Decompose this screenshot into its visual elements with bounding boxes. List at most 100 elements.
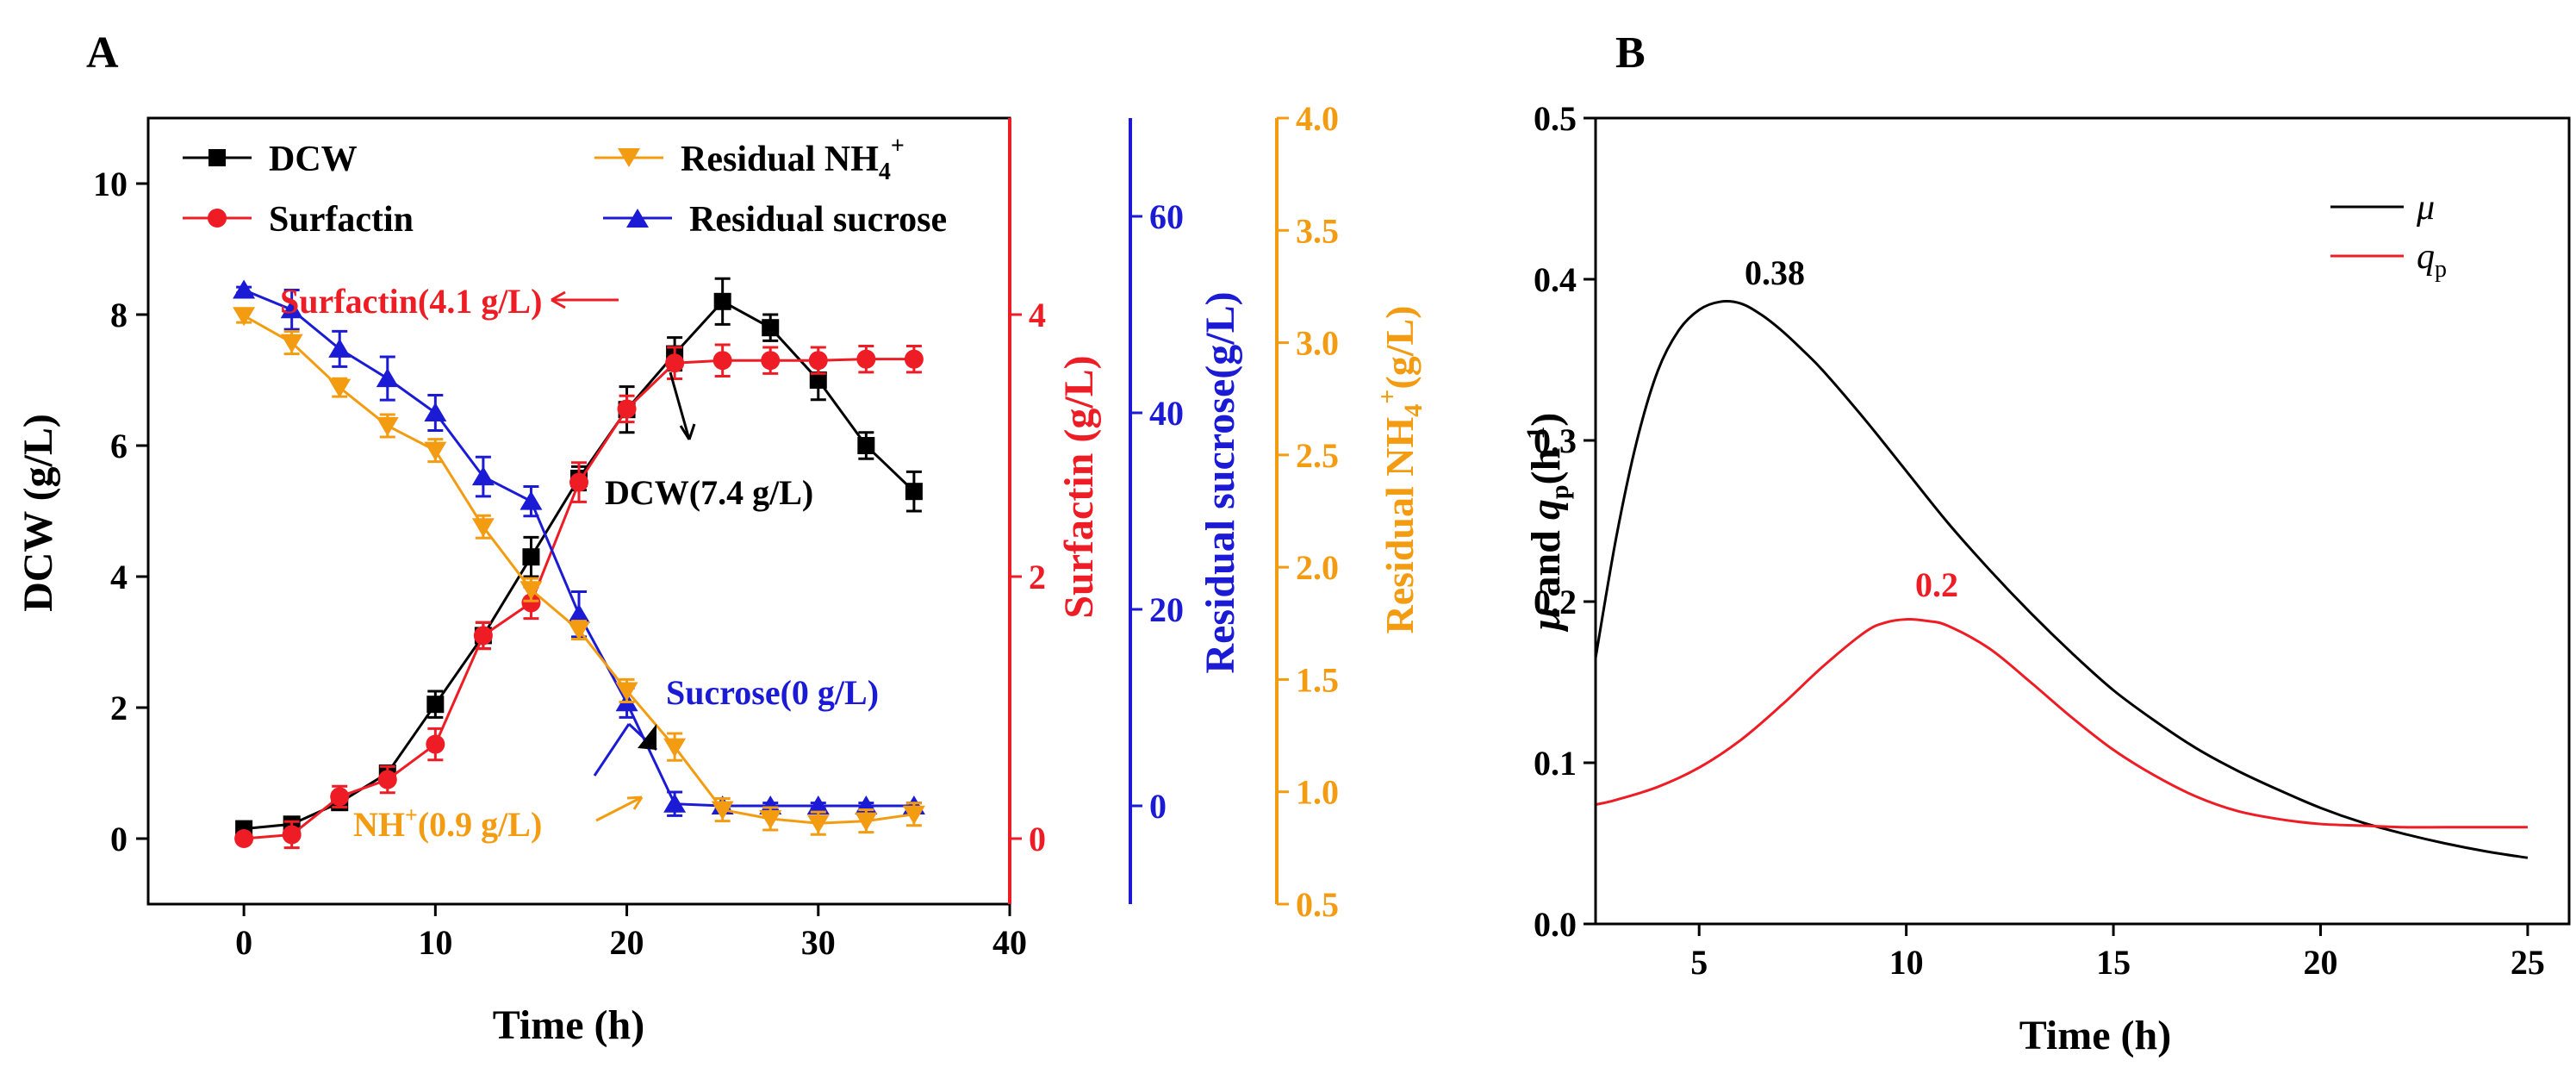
data-point-surfactin [856, 349, 876, 369]
legend-item-mu: μ [2330, 188, 2435, 228]
x-tick-label-a: 40 [992, 923, 1027, 962]
panel-a: 0 10 20 30 40024681002402040600.51.01.52.02.… [16, 99, 1428, 1048]
data-point-residual-sucrose [806, 796, 830, 814]
data-point-surfactin [282, 825, 302, 845]
y-tick-label-nh4: 4.0 [1296, 99, 1339, 138]
y-tick-label-sucrose: 60 [1149, 197, 1184, 236]
data-point-dcw [762, 319, 780, 337]
panel-a-ticks: 0 10 20 30 40024681002402040600.51.01.52.02.… [93, 99, 1339, 962]
x-tick-label-a: 30 [801, 923, 836, 962]
y-axis-title-surfactin: Surfactin (g/L) [1056, 355, 1102, 618]
data-point-residual-sucrose [663, 793, 687, 813]
legend-item-sucrose: Residual sucrose [603, 200, 947, 240]
data-point-dcw [713, 292, 731, 310]
y-tick-label-nh4: 3.5 [1296, 211, 1339, 250]
panel-a-series [233, 277, 925, 850]
data-point-surfactin [904, 349, 924, 369]
panel-label-a: A [86, 28, 119, 78]
x-tick-label-a: 10 [418, 923, 452, 962]
y-tick-label-sucrose: 0 [1149, 787, 1167, 826]
annotation-sucrose-text: Sucrose(0 g/L) [666, 673, 879, 712]
y-tick-label-surfactin: 4 [1029, 296, 1046, 334]
y-tick-label-nh4: 0.5 [1296, 885, 1339, 924]
y-axis-title-nh4: Residual NH4+(g/L) [1373, 306, 1428, 634]
panel-b: 5 10 15 20 25 0.0 0.1 0.2 0.3 0.4 0.5 Time (h) μ a… [1521, 99, 2571, 1058]
series-line-qp [1595, 618, 2528, 829]
y-tick-label-dcw: 2 [110, 689, 128, 727]
data-point-surfactin [521, 593, 541, 613]
y-tick-label-nh4: 1.5 [1296, 660, 1339, 699]
y-tick-label-dcw: 8 [110, 296, 128, 334]
annotation-surfactin-text: Surfactin(4.1 g/L) [280, 282, 542, 321]
panel-label-b: B [1615, 28, 1646, 78]
data-point-residual-nh4 [424, 441, 447, 461]
x-tick-label-b: 15 [2096, 943, 2131, 982]
annotation-mu-peak: 0.38 [1745, 253, 1805, 292]
data-point-dcw [426, 696, 445, 714]
y-tick-label-b: 0.0 [1534, 905, 1577, 944]
y-tick-label-nh4: 2.5 [1296, 436, 1339, 475]
x-tick-label-a: 20 [610, 923, 644, 962]
data-point-residual-sucrose [233, 279, 256, 299]
data-point-residual-nh4 [615, 682, 638, 702]
data-point-surfactin [712, 351, 732, 371]
data-point-residual-nh4 [568, 621, 590, 641]
y-tick-label-b: 0.3 [1534, 421, 1577, 460]
data-point-residual-sucrose [280, 299, 303, 319]
y-tick-label-surfactin: 0 [1029, 820, 1046, 858]
annotation-surfactin: Surfactin(4.1 g/L) [280, 282, 619, 321]
legend-item-nh4: Residual NH4+ [594, 133, 905, 185]
panel-b-ticks: 5 10 15 20 25 0.0 0.1 0.2 0.3 0.4 0.5 [1534, 99, 2545, 982]
y-axis-title-dcw: DCW (g/L) [16, 414, 61, 612]
y-tick-label-sucrose: 40 [1149, 394, 1184, 433]
x-axis-title-a: Time (h) [493, 1002, 644, 1048]
data-point-residual-sucrose [328, 338, 352, 358]
data-point-surfactin [569, 472, 588, 492]
data-point-residual-nh4 [902, 805, 925, 825]
annotation-sucrose: Sucrose(0 g/L) [593, 673, 879, 777]
x-axis-title-b: Time (h) [2019, 1013, 2171, 1058]
data-point-dcw [857, 437, 875, 454]
y-tick-label-dcw: 6 [110, 427, 128, 465]
data-point-residual-nh4 [520, 581, 543, 601]
y-tick-label-b: 0.5 [1534, 99, 1577, 138]
series-line-mu [1594, 300, 2529, 859]
data-point-surfactin [665, 353, 685, 373]
data-point-dcw [905, 483, 923, 501]
y-tick-label-nh4: 1.0 [1296, 773, 1339, 812]
data-point-surfactin [761, 351, 781, 371]
data-point-surfactin [426, 734, 445, 754]
data-point-residual-nh4 [663, 738, 687, 758]
y-tick-label-nh4: 3.0 [1296, 324, 1339, 363]
legend-item-qp: qp [2330, 237, 2447, 283]
data-point-residual-sucrose [520, 490, 543, 510]
annotation-nh4: NH+(0.9 g/L) [353, 796, 644, 844]
series-line-residual-nh4 [243, 314, 915, 825]
data-point-residual-nh4 [855, 812, 878, 832]
panel-b-plot-frame [1594, 116, 2571, 926]
x-tick-label-b: 5 [1690, 943, 1708, 982]
data-point-surfactin [473, 626, 493, 646]
data-point-dcw [809, 371, 827, 389]
data-point-residual-sucrose [568, 603, 590, 623]
y-tick-label-dcw: 0 [110, 820, 128, 858]
panel-a-legend: DCW Surfactin Residual NH4+ Residual suc… [183, 133, 947, 240]
annotation-nh4-text: NH+(0.9 g/L) [353, 802, 542, 844]
legend-label-dcw: DCW [269, 140, 358, 179]
panel-b-legend: μ qp [2330, 188, 2447, 283]
legend-item-surfactin: Surfactin [183, 200, 414, 240]
y-tick-label-surfactin: 2 [1029, 558, 1046, 596]
data-point-residual-sucrose [471, 466, 495, 486]
legend-label-nh4: Residual NH4+ [681, 133, 905, 185]
data-point-surfactin [234, 829, 254, 848]
data-point-residual-sucrose [424, 402, 447, 421]
annotation-dcw-text: DCW(7.4 g/L) [605, 473, 813, 512]
data-point-residual-sucrose [759, 796, 782, 814]
legend-label-sucrose: Residual sucrose [689, 200, 947, 240]
data-point-surfactin [330, 787, 350, 807]
y-axis-title-b: μ and qp(h-1) [1521, 413, 1574, 633]
data-point-residual-nh4 [280, 334, 303, 353]
y-tick-label-sucrose: 20 [1149, 590, 1184, 629]
y-tick-label-nh4: 2.0 [1296, 548, 1339, 587]
